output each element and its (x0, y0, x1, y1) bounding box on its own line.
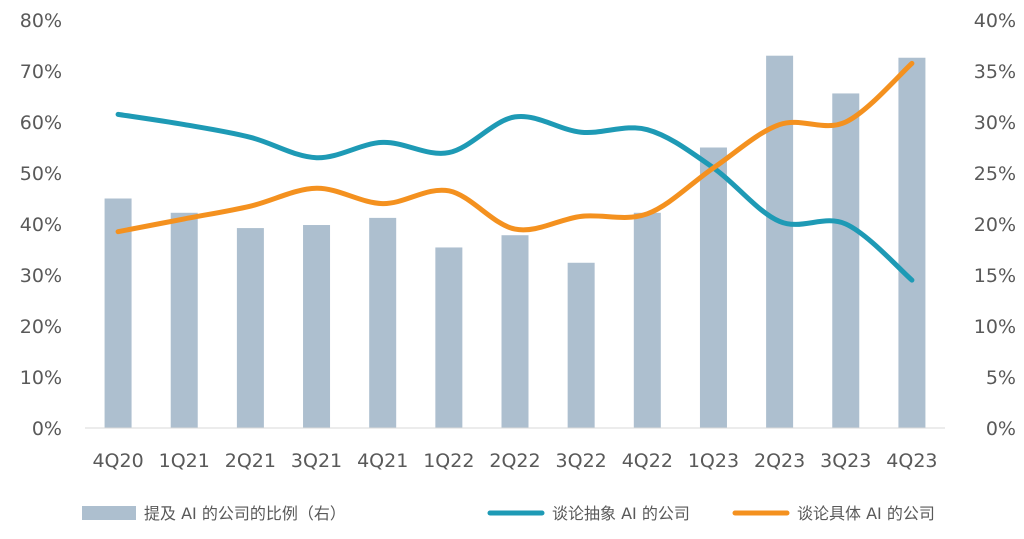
right-tick-label: 5% (986, 367, 1016, 389)
x-tick-label: 2Q22 (489, 450, 540, 472)
left-tick-label: 80% (20, 10, 62, 32)
x-tick-label: 2Q23 (754, 450, 805, 472)
right-tick-label: 30% (974, 112, 1016, 134)
right-tick-label: 25% (974, 163, 1016, 185)
left-tick-label: 50% (20, 163, 62, 185)
legend-label: 谈论抽象 AI 的公司 (552, 504, 690, 523)
left-tick-label: 60% (20, 112, 62, 134)
left-tick-label: 10% (20, 367, 62, 389)
legend-label: 提及 AI 的公司的比例（右） (144, 504, 346, 523)
legend: 提及 AI 的公司的比例（右） 谈论抽象 AI 的公司 谈论具体 AI 的公司 (82, 504, 935, 523)
bar-3Q21 (303, 225, 331, 428)
legend-item: 谈论抽象 AI 的公司 (487, 504, 690, 523)
x-tick-label: 2Q21 (225, 450, 276, 472)
legend-swatch-bar (82, 506, 136, 520)
bar-series (104, 55, 926, 429)
right-tick-label: 35% (974, 61, 1016, 83)
x-tick-label: 4Q20 (92, 450, 143, 472)
concrete-ai-line (115, 60, 915, 235)
right-axis-ticks: 0% 5% 10% 15% 20% 25% 30% 35% 40% (974, 10, 1016, 440)
right-tick-label: 10% (974, 316, 1016, 338)
left-tick-label: 30% (20, 265, 62, 287)
bar-4Q20 (104, 198, 132, 428)
left-tick-label: 40% (20, 214, 62, 236)
line-series (115, 60, 915, 283)
x-tick-label: 4Q23 (886, 450, 937, 472)
bar-1Q22 (435, 247, 463, 428)
bar-4Q21 (369, 217, 397, 428)
left-tick-label: 70% (20, 61, 62, 83)
left-axis-ticks: 0% 10% 20% 30% 40% 50% 60% 70% 80% (20, 10, 62, 440)
abstract-ai-line (115, 111, 915, 283)
x-tick-label: 1Q21 (159, 450, 210, 472)
x-tick-label: 4Q22 (622, 450, 673, 472)
bar-3Q22 (567, 262, 595, 428)
bar-4Q22 (633, 212, 661, 428)
legend-item: 谈论具体 AI 的公司 (732, 504, 935, 523)
bar-1Q21 (170, 212, 198, 428)
left-tick-label: 20% (20, 316, 62, 338)
legend-label: 谈论具体 AI 的公司 (797, 504, 935, 523)
x-tick-label: 4Q21 (357, 450, 408, 472)
bar-2Q21 (236, 228, 264, 428)
x-tick-label: 1Q22 (423, 450, 474, 472)
right-tick-label: 15% (974, 265, 1016, 287)
x-tick-label: 3Q21 (291, 450, 342, 472)
legend-item: 提及 AI 的公司的比例（右） (82, 504, 346, 523)
bar-2Q22 (501, 235, 529, 428)
bar-4Q23 (898, 57, 926, 429)
x-tick-label: 3Q23 (820, 450, 871, 472)
x-tick-label: 1Q23 (688, 450, 739, 472)
bar-2Q23 (766, 55, 794, 428)
right-tick-label: 40% (974, 10, 1016, 32)
bar-3Q23 (832, 93, 860, 428)
right-tick-label: 20% (974, 214, 1016, 236)
right-tick-label: 0% (986, 418, 1016, 440)
x-tick-label: 3Q22 (556, 450, 607, 472)
x-axis-ticks: 4Q20 1Q21 2Q21 3Q21 4Q21 1Q22 2Q22 3Q22 4Q22 1Q23… (92, 450, 937, 472)
bar-1Q23 (699, 147, 727, 428)
left-tick-label: 0% (32, 418, 62, 440)
